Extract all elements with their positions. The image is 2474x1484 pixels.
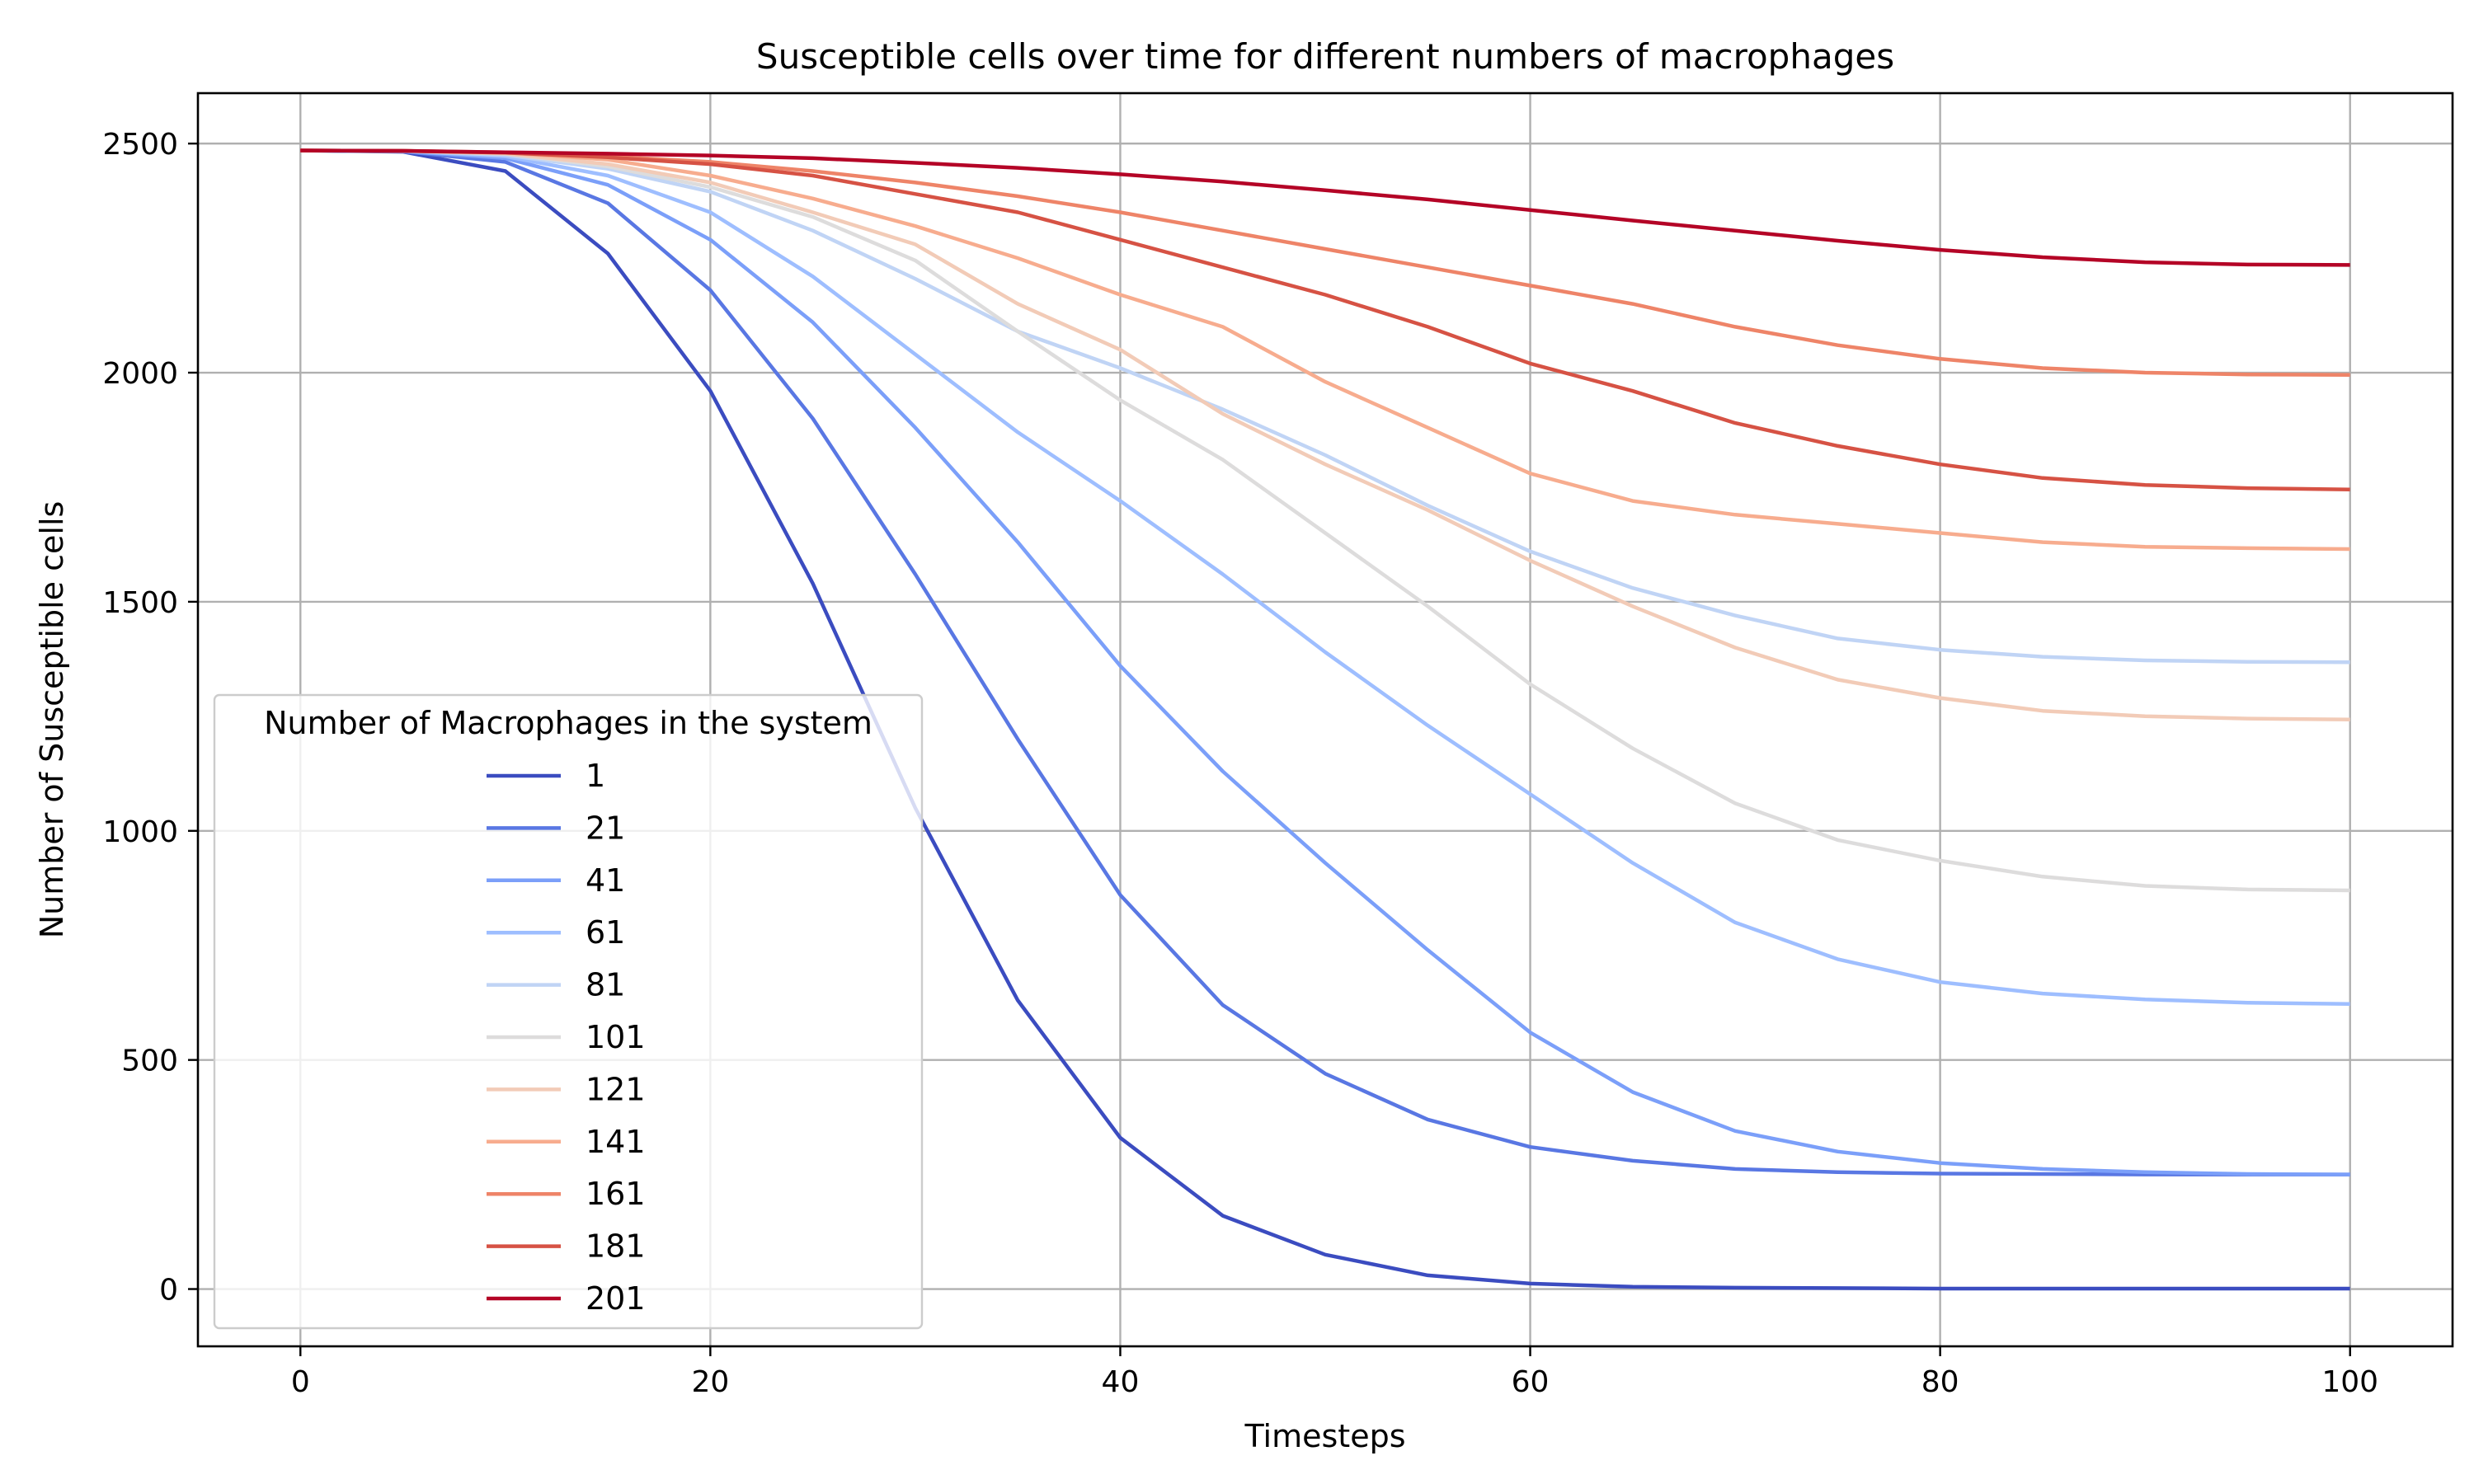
series-line-101 [300,148,2350,893]
series-line-41 [300,148,2350,1176]
plot-frame [196,92,2454,1348]
x-tick-label: 0 [291,1365,310,1399]
y-tick-label: 2000 [102,357,178,391]
legend-label-201: 201 [586,1280,646,1317]
legend-title: Number of Macrophages in the system [264,705,872,741]
y-tick-label: 500 [121,1045,178,1078]
x-tick-label: 100 [2321,1365,2378,1399]
series-line-121 [300,148,2350,721]
legend-label-101: 101 [586,1019,646,1055]
x-tick-label: 80 [1921,1365,1959,1399]
legend-label-161: 161 [586,1176,646,1212]
series-line-1 [300,148,2350,1291]
series-line-61 [300,148,2350,1007]
series-line-21 [300,148,2350,1176]
y-tick-label: 1500 [102,586,178,620]
chart-title: Susceptible cells over time for differen… [756,36,1894,77]
series-line-81 [300,148,2350,665]
x-axis-ticks: 0 20 40 60 80 100 [291,1346,2378,1399]
legend-label-121: 121 [586,1071,646,1107]
legend-label-81: 81 [586,967,625,1003]
x-axis-label: Timesteps [1244,1418,1406,1454]
legend-label-1: 1 [586,758,605,794]
legend-label-21: 21 [586,810,625,846]
y-axis-ticks: 0 500 1000 1500 2000 2500 [102,128,198,1308]
y-axis-label: Number of Susceptible cells [34,501,70,939]
legend-label-181: 181 [586,1228,646,1265]
legend-box [213,693,924,1330]
y-tick-label: 1000 [102,815,178,849]
series-line-141 [300,148,2350,552]
legend: Number of Macrophages in the system 1214… [213,693,924,1330]
legend-label-41: 41 [586,862,625,899]
x-tick-label: 40 [1102,1365,1140,1399]
legend-label-141: 141 [586,1124,646,1160]
x-tick-label: 20 [691,1365,729,1399]
x-tick-label: 60 [1512,1365,1550,1399]
y-tick-label: 0 [159,1274,178,1308]
series-lines [300,148,2350,1291]
series-line-181 [300,148,2350,491]
series-line-201 [300,148,2350,267]
y-tick-label: 2500 [102,128,178,162]
legend-label-61: 61 [586,914,625,951]
